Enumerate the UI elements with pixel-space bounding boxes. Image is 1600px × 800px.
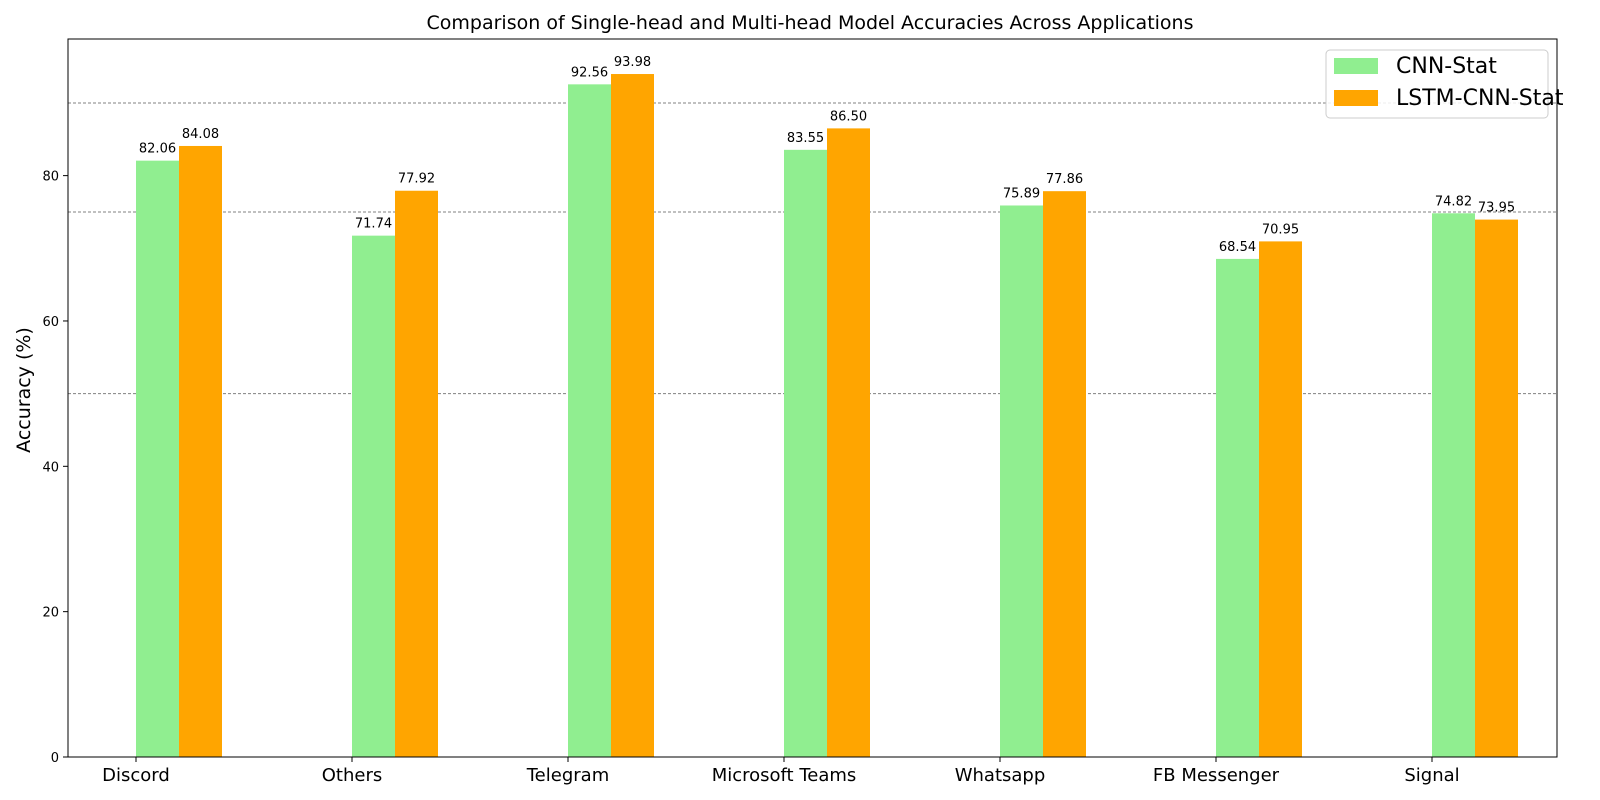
y-axis: 0 20 40 60 80 bbox=[42, 170, 68, 766]
bar-1-3 bbox=[827, 128, 870, 757]
legend-label: LSTM-CNN-Stat bbox=[1396, 86, 1564, 111]
bar-1-4 bbox=[1043, 191, 1086, 758]
x-tick-label: Others bbox=[322, 765, 383, 786]
bar-0-5 bbox=[1216, 258, 1259, 757]
bar-value-label: 84.08 bbox=[182, 127, 219, 142]
reference-lines bbox=[68, 102, 1557, 395]
y-tick-label: 40 bbox=[42, 460, 59, 475]
bar-0-6 bbox=[1432, 213, 1475, 758]
bar-1-5 bbox=[1259, 241, 1302, 757]
bar-value-label: 70.95 bbox=[1262, 222, 1299, 237]
bars bbox=[136, 74, 1518, 758]
y-tick-label: 80 bbox=[42, 170, 59, 185]
x-tick-label: Whatsapp bbox=[955, 765, 1046, 786]
x-axis: Discord Others Telegram Microsoft Teams What… bbox=[102, 757, 1460, 786]
bar-0-2 bbox=[568, 84, 611, 758]
bar-0-4 bbox=[1000, 205, 1043, 757]
x-tick-label: Signal bbox=[1404, 765, 1459, 786]
bar-1-2 bbox=[611, 74, 654, 757]
bar-value-label: 86.50 bbox=[830, 109, 867, 124]
bar-1-1 bbox=[395, 190, 438, 758]
bar-value-label: 83.55 bbox=[787, 131, 824, 146]
bar-value-label: 77.92 bbox=[398, 172, 435, 187]
bar-value-label: 82.06 bbox=[139, 142, 176, 157]
bar-value-labels: 82.06 71.74 92.56 83.55 75.89 68.54 74.82 84.08… bbox=[139, 55, 1515, 255]
bar-value-label: 71.74 bbox=[355, 217, 392, 232]
legend: CNN-Stat LSTM-CNN-Stat bbox=[1325, 49, 1564, 119]
x-tick-label: Telegram bbox=[526, 765, 609, 786]
legend-label: CNN-Stat bbox=[1396, 54, 1497, 79]
y-tick-label: 20 bbox=[42, 606, 59, 621]
y-tick-label: 0 bbox=[51, 751, 59, 766]
chart-title: Comparison of Single-head and Multi-head… bbox=[427, 12, 1194, 34]
legend-swatch bbox=[1334, 58, 1378, 74]
bar-value-label: 92.56 bbox=[571, 65, 608, 80]
x-tick-label: FB Messenger bbox=[1153, 765, 1280, 786]
bar-0-1 bbox=[352, 235, 395, 757]
bar-value-label: 75.89 bbox=[1003, 186, 1040, 201]
legend-box bbox=[1325, 49, 1549, 119]
y-tick-label: 60 bbox=[42, 315, 59, 330]
bar-0-3 bbox=[784, 149, 827, 758]
bar-value-label: 77.86 bbox=[1046, 172, 1083, 187]
bar-1-0 bbox=[179, 145, 222, 758]
bar-value-label: 73.95 bbox=[1478, 201, 1515, 216]
bar-0-0 bbox=[136, 160, 179, 758]
plot-frame bbox=[67, 38, 1558, 758]
bar-value-label: 74.82 bbox=[1435, 194, 1472, 209]
x-tick-label: Microsoft Teams bbox=[712, 765, 857, 786]
x-tick-label: Discord bbox=[102, 765, 170, 786]
bar-1-6 bbox=[1475, 219, 1518, 757]
bar-value-label: 93.98 bbox=[614, 55, 651, 70]
y-axis-label: Accuracy (%) bbox=[13, 327, 35, 453]
bar-value-label: 68.54 bbox=[1219, 240, 1256, 255]
legend-swatch bbox=[1334, 90, 1378, 106]
